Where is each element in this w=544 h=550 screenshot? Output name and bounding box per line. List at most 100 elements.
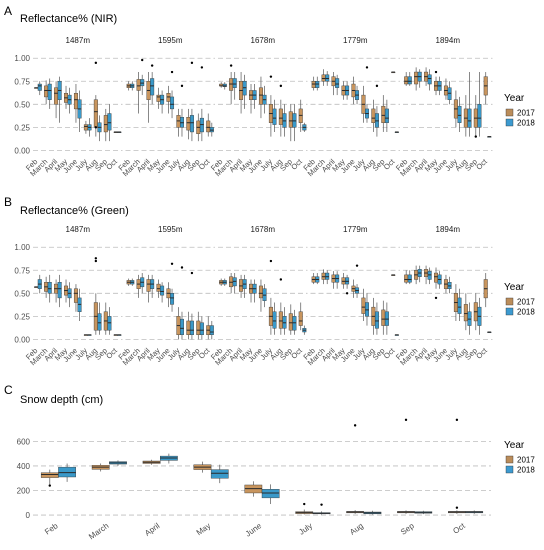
outlier-point xyxy=(269,259,273,263)
y-tick-label: 1.00 xyxy=(14,54,30,63)
outlier-point xyxy=(170,262,174,266)
box-2017 xyxy=(463,304,468,322)
box-2018 xyxy=(189,320,194,335)
box-2017 xyxy=(186,320,191,335)
box-2017 xyxy=(298,311,303,326)
box-2017 xyxy=(146,279,151,292)
box-2018 xyxy=(37,83,42,91)
y-tick-label: 600 xyxy=(17,437,31,446)
facet-label: 1779m xyxy=(343,36,368,45)
facet-label: 1678m xyxy=(251,36,276,45)
outlier-point xyxy=(150,64,154,67)
month-tick-label: May xyxy=(195,521,213,537)
panel-title: Snow depth (cm) xyxy=(20,394,103,406)
box-2017 xyxy=(404,76,409,85)
box-2017 xyxy=(156,283,161,292)
legend-label-2018: 2018 xyxy=(517,119,535,128)
panel-label: B xyxy=(4,195,12,209)
facet-label: 1595m xyxy=(158,36,183,45)
box-2018 xyxy=(210,469,229,479)
month-tick-label: Feb xyxy=(43,521,60,537)
legend-label-2018: 2018 xyxy=(517,308,535,317)
outlier-point xyxy=(279,278,283,281)
month-tick-label: June xyxy=(244,521,264,539)
outlier-point xyxy=(355,264,359,267)
facet-label: 1894m xyxy=(436,36,461,45)
y-tick-label: 0.25 xyxy=(14,312,30,321)
outlier-point xyxy=(279,84,283,88)
outlier-point xyxy=(190,271,194,275)
y-tick-label: 0.00 xyxy=(14,146,30,155)
box-2018 xyxy=(150,78,155,96)
facet: Feb March April May June July Aug Sep Oct xyxy=(33,418,491,541)
legend-swatch-2017 xyxy=(505,108,514,117)
box-2018 xyxy=(170,96,175,110)
y-tick-label: 400 xyxy=(17,462,31,471)
box-2018 xyxy=(272,311,277,329)
outlier-point xyxy=(320,503,323,506)
box-2017 xyxy=(206,120,211,133)
box-2017 xyxy=(434,272,439,283)
box-2017 xyxy=(278,311,283,329)
box-2018 xyxy=(58,466,76,478)
facet-label: 1894m xyxy=(436,225,461,234)
y-tick-label: 0.00 xyxy=(14,335,30,344)
box-2018 xyxy=(209,325,214,335)
box-2018 xyxy=(199,322,204,335)
month-tick-label: April xyxy=(143,521,161,538)
box-2017 xyxy=(54,87,59,105)
y-tick-label: 0 xyxy=(26,511,31,520)
outlier-point xyxy=(141,58,144,62)
month-tick-label: March xyxy=(87,521,110,541)
box-2017 xyxy=(404,274,409,283)
outlier-point xyxy=(455,418,459,422)
outlier-point xyxy=(94,61,98,65)
month-tick-label: Sep xyxy=(399,521,416,537)
legend-label-2017: 2017 xyxy=(517,456,535,465)
box-2017 xyxy=(73,93,78,110)
facet-label: 1487m xyxy=(66,36,91,45)
box-2018 xyxy=(335,78,340,88)
legend-title: Year xyxy=(504,440,525,451)
month-tick-label: Oct xyxy=(474,345,489,360)
outlier-point xyxy=(365,66,369,69)
legend-title: Year xyxy=(504,93,525,104)
outlier-point xyxy=(404,418,408,422)
box-2018 xyxy=(107,113,112,131)
panel-label: A xyxy=(4,4,12,18)
facet-label: 1595m xyxy=(158,225,183,234)
box-2017 xyxy=(73,288,78,303)
outlier-point xyxy=(170,70,174,74)
y-tick-label: 0.50 xyxy=(14,289,30,298)
box-2017 xyxy=(83,124,88,131)
outlier-point xyxy=(94,259,98,263)
outlier-point xyxy=(180,266,184,269)
box-2018 xyxy=(261,489,280,499)
box-2017 xyxy=(136,79,141,91)
box-2017 xyxy=(288,111,293,128)
outlier-point xyxy=(434,296,438,300)
y-tick-label: 0.75 xyxy=(14,77,30,86)
box-2018 xyxy=(272,108,277,125)
outlier-point xyxy=(345,292,349,295)
box-2018 xyxy=(232,78,237,88)
box-2017 xyxy=(103,115,108,133)
box-2017 xyxy=(44,85,49,98)
box-2018 xyxy=(189,115,194,133)
box-2017 xyxy=(156,94,161,102)
box-2017 xyxy=(93,99,98,128)
month-tick-label: Aug xyxy=(348,521,365,537)
month-tick-label: Oct xyxy=(451,521,467,536)
y-tick-label: 200 xyxy=(17,487,31,496)
box-2018 xyxy=(407,274,412,283)
outlier-point xyxy=(94,257,98,260)
legend-swatch-2017 xyxy=(505,297,514,306)
box-2018 xyxy=(47,83,52,100)
box-2018 xyxy=(179,318,184,335)
